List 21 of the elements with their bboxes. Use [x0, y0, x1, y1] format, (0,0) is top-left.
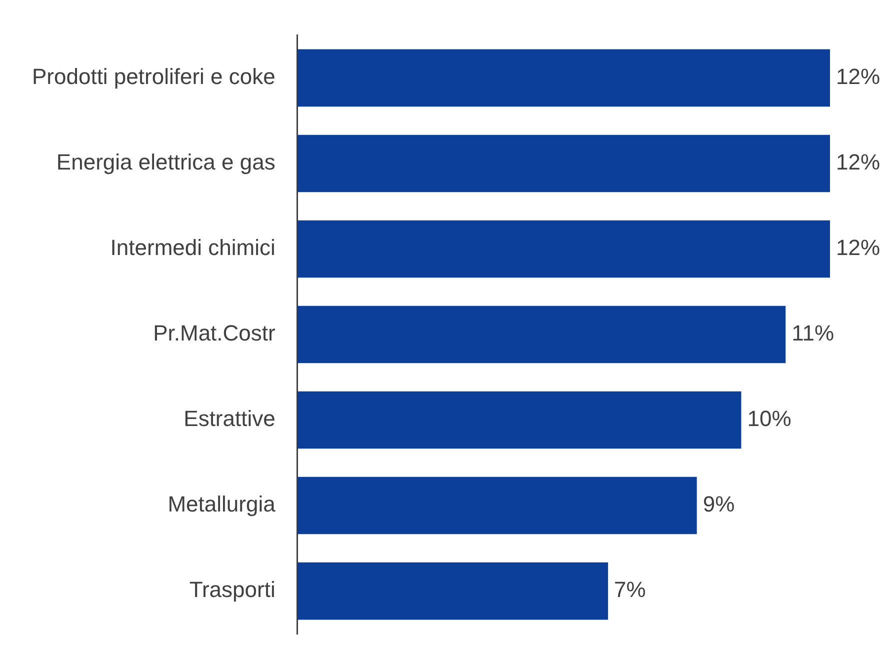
- bar: [297, 306, 786, 364]
- data-label: 9%: [702, 492, 735, 517]
- y-tick-label: Metallurgia: [168, 492, 276, 517]
- data-label: 7%: [614, 577, 646, 602]
- data-label: 12%: [836, 235, 880, 260]
- bar: [297, 134, 830, 192]
- bar: [297, 49, 830, 107]
- bar: [297, 391, 742, 449]
- bar: [297, 476, 697, 534]
- data-label: 10%: [747, 406, 792, 432]
- y-tick-label: Estrattive: [184, 406, 276, 432]
- data-label: 12%: [836, 64, 880, 90]
- y-tick-label: Pr.Mat.Costr: [153, 320, 276, 346]
- y-tick-label: Trasporti: [189, 577, 276, 602]
- data-label: 11%: [792, 320, 834, 346]
- bar: [297, 562, 608, 620]
- data-label: 12%: [836, 150, 880, 175]
- y-tick-label: Energia elettrica e gas: [56, 150, 276, 175]
- bar: [297, 220, 830, 278]
- y-tick-label: Intermedi chimici: [110, 235, 276, 260]
- y-tick-label: Prodotti petroliferi e coke: [32, 64, 276, 90]
